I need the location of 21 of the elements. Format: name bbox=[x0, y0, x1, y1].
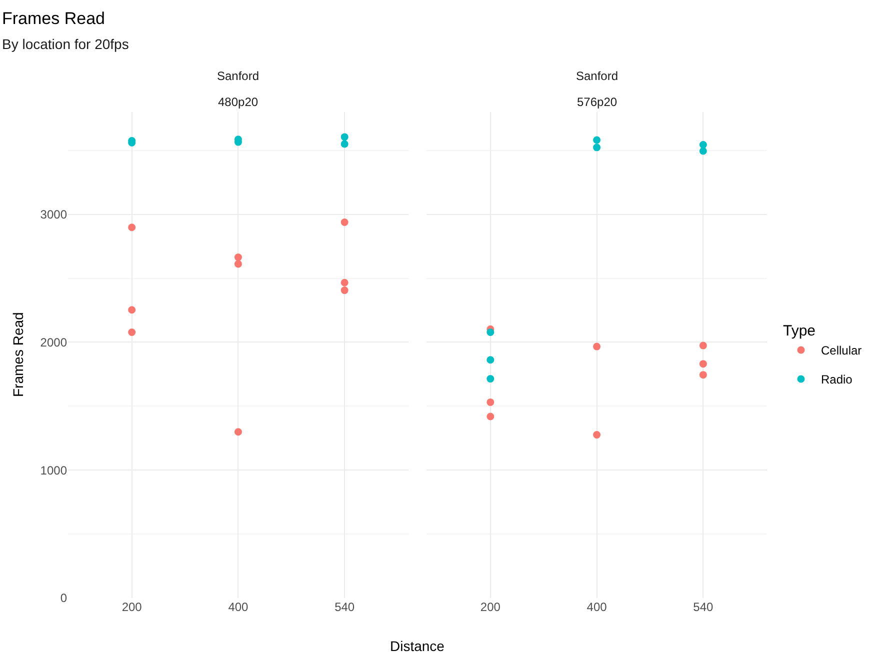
text: 480p20 bbox=[218, 95, 258, 109]
x-tick-label: 400 bbox=[228, 600, 249, 614]
x-axis-title: Distance bbox=[390, 638, 445, 654]
chart-subtitle: By location for 20fps bbox=[2, 36, 129, 52]
legend-label: Cellular bbox=[820, 344, 862, 358]
text: Sanford bbox=[576, 69, 618, 83]
text: Sanford bbox=[217, 69, 260, 83]
x-tick-label: 540 bbox=[693, 600, 714, 614]
text: Frames Read bbox=[10, 312, 26, 397]
y-tick-label: 2000 bbox=[40, 335, 68, 350]
x-tick-label: 540 bbox=[334, 600, 355, 614]
text: 576p20 bbox=[577, 95, 618, 109]
legend-label: Radio bbox=[820, 372, 853, 387]
x-tick-label: 200 bbox=[480, 600, 501, 614]
y-tick-label: 1000 bbox=[40, 463, 68, 478]
legend-title: Type bbox=[782, 322, 816, 340]
y-tick-label: 0 bbox=[60, 591, 68, 606]
y-tick-label: 3000 bbox=[40, 208, 68, 222]
x-tick-label: 200 bbox=[122, 600, 142, 614]
y-axis-title: Frames Read bbox=[2, 9, 105, 28]
x-tick-label: 400 bbox=[586, 600, 608, 614]
